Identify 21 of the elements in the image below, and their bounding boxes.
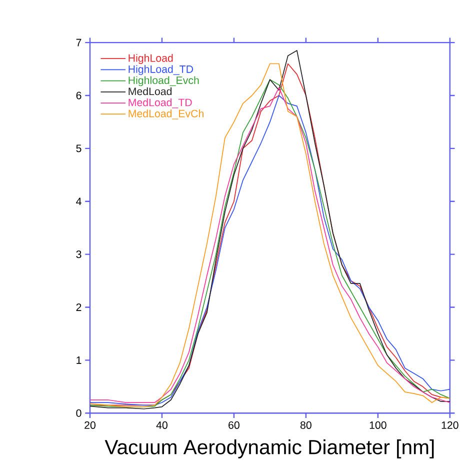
y-tick-label: 6: [76, 92, 82, 100]
legend-label: HighLoad: [128, 54, 173, 64]
y-tick-label: 1: [76, 356, 82, 364]
legend-label: MedLoad_EvCh: [128, 110, 204, 120]
y-tick-label: 5: [76, 144, 82, 152]
x-axis-title: Vacuum Aerodynamic Diameter [nm]: [104, 440, 434, 459]
legend-label: HighLoad_TD: [128, 65, 194, 76]
x-tick-label: 40: [156, 422, 168, 430]
legend-label: MedLoad_TD: [128, 98, 192, 108]
legend-label: MedLoad: [128, 88, 172, 96]
x-tick-label: 120: [442, 422, 458, 430]
legend-label: Highload_Evch: [128, 76, 199, 86]
y-tick-label: 4: [76, 198, 82, 206]
y-tick-label: 3: [76, 250, 82, 258]
x-tick-label: 20: [84, 422, 96, 430]
x-tick-label: 100: [370, 422, 386, 430]
x-tick-label: 60: [228, 422, 240, 430]
y-tick-label: 7: [76, 39, 82, 46]
y-tick-label: 0: [76, 410, 82, 418]
y-tick-label: 2: [76, 304, 82, 312]
x-tick-label: 80: [300, 422, 312, 430]
